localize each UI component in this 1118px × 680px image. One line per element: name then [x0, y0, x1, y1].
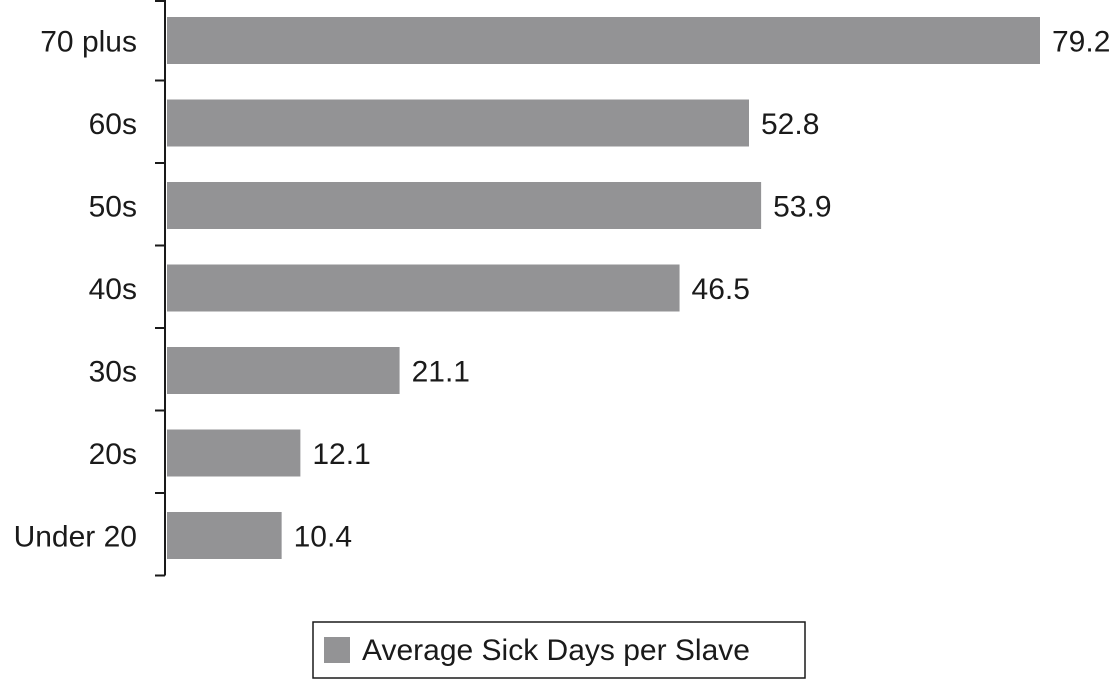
legend-swatch — [324, 637, 350, 663]
legend: Average Sick Days per Slave — [312, 621, 806, 679]
value-label-60s: 52.8 — [761, 108, 819, 141]
category-labels-group: 70 plus 60s 50s 40s 30s 20s Under 20 — [14, 26, 137, 554]
bar-60s — [167, 99, 749, 147]
value-labels-group: 79.2 52.8 53.9 46.5 21.1 12.1 10.4 — [294, 26, 1111, 554]
value-label-50s: 53.9 — [773, 191, 831, 224]
category-label-under-20: Under 20 — [14, 521, 137, 554]
category-label-60s: 60s — [89, 108, 137, 141]
bars-group — [167, 17, 1040, 559]
y-axis — [155, 0, 166, 577]
value-label-70-plus: 79.2 — [1052, 26, 1110, 59]
bar-40s — [167, 264, 680, 312]
value-label-30s: 21.1 — [412, 356, 470, 389]
bar-50s — [167, 182, 762, 229]
value-label-40s: 46.5 — [692, 273, 750, 306]
category-label-20s: 20s — [89, 438, 137, 471]
value-label-under-20: 10.4 — [294, 521, 352, 554]
category-label-70-plus: 70 plus — [40, 26, 137, 59]
category-label-40s: 40s — [89, 273, 137, 306]
value-label-20s: 12.1 — [312, 438, 370, 471]
bar-under-20 — [167, 512, 282, 559]
legend-box — [312, 621, 806, 679]
bar-70-plus — [167, 17, 1040, 64]
bar-30s — [167, 347, 400, 394]
category-label-50s: 50s — [89, 191, 137, 224]
legend-label: Average Sick Days per Slave — [362, 634, 750, 667]
category-label-30s: 30s — [89, 356, 137, 389]
bar-20s — [167, 429, 301, 477]
